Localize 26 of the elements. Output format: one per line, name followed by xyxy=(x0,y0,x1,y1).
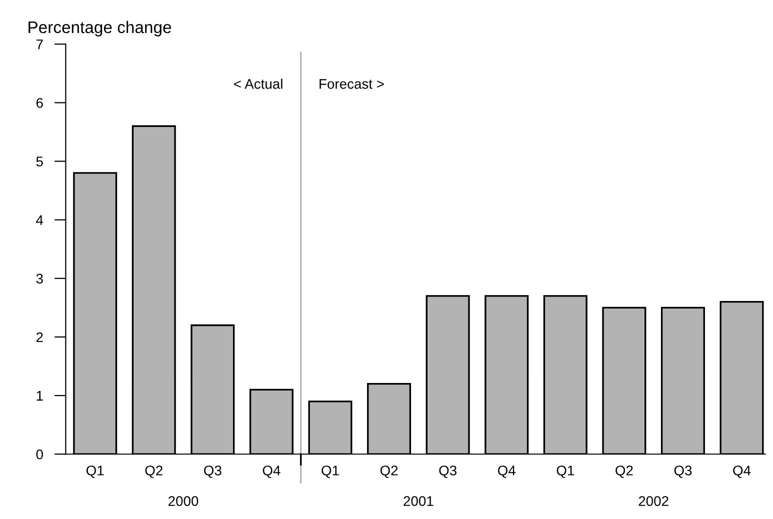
annotation: < Actual xyxy=(234,78,282,89)
x-tick-label: Q3 xyxy=(674,466,692,478)
x-tick-label: Q1 xyxy=(86,466,104,478)
text: 2001 xyxy=(404,496,434,506)
x-tick-label: Q2 xyxy=(380,466,398,478)
y-tick-label: 0 xyxy=(36,449,43,460)
text: 2000 xyxy=(168,496,198,506)
y-axis-title: Percentage change xyxy=(28,20,172,36)
x-tick-label: Q4 xyxy=(262,466,280,478)
x-tick-label: Q1 xyxy=(556,466,574,478)
x-tick-label: Q2 xyxy=(616,466,633,478)
x-tick-label: Q4 xyxy=(733,466,751,478)
x-tick-label: Q2 xyxy=(145,466,162,478)
x-tick-label: Q3 xyxy=(439,466,456,478)
y-tick-label: 4 xyxy=(36,215,44,225)
x-tick-label: Q1 xyxy=(322,466,339,478)
y-tick-label: 2 xyxy=(36,332,43,342)
annotation: Forecast > xyxy=(320,79,384,89)
y-tick-label: 5 xyxy=(36,156,43,166)
x-tick-label: Q4 xyxy=(498,466,516,478)
text: 2002 xyxy=(638,496,668,506)
y-tick-label: 1 xyxy=(36,391,43,401)
y-tick-label: 3 xyxy=(36,274,43,284)
y-tick-label: 7 xyxy=(36,40,43,50)
x-tick-label: Q3 xyxy=(204,466,222,478)
y-tick-label: 6 xyxy=(36,98,43,108)
